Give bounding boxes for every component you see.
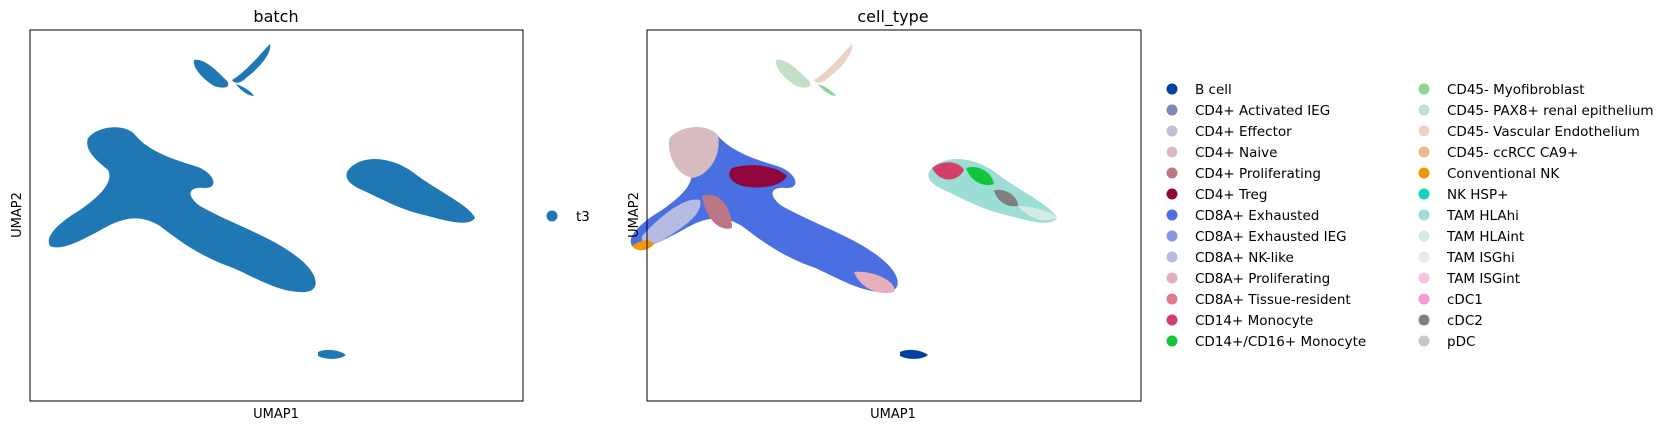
legend-marker <box>1418 314 1430 326</box>
legend-marker <box>1166 251 1178 263</box>
legend-marker <box>1166 230 1178 242</box>
cluster-top <box>193 59 229 88</box>
cell-type-plot-frame <box>646 29 1142 402</box>
cluster-main <box>48 127 316 293</box>
batch-points <box>48 44 475 359</box>
batch-legend: t3 <box>546 209 590 225</box>
legend-marker <box>1166 209 1178 221</box>
legend-marker <box>1166 83 1178 95</box>
cell-type-panel: cell_type UMAP1 UMAP2 B cell CD4+ Activat… <box>627 7 1654 422</box>
cluster-cd14-cd16-monocyte <box>966 166 994 186</box>
legend-label: cDC1 <box>1447 292 1483 308</box>
cell-type-x-axis-label: UMAP1 <box>870 407 916 422</box>
legend-marker <box>1418 335 1430 347</box>
legend-marker <box>1418 83 1430 95</box>
legend-marker <box>1166 293 1178 305</box>
legend-label: CD4+ Activated IEG <box>1195 103 1330 119</box>
cluster-cd4-proliferating <box>702 194 732 229</box>
batch-y-axis-label: UMAP2 <box>10 192 25 238</box>
chart-title-cell-type: cell_type <box>857 7 928 27</box>
legend-label: TAM ISGhi <box>1446 250 1515 266</box>
legend-label: CD8A+ NK-like <box>1195 250 1294 266</box>
cluster-conventional-nk <box>632 240 654 251</box>
legend-marker <box>1418 209 1430 221</box>
legend-marker <box>1166 146 1178 158</box>
legend-label: NK HSP+ <box>1447 187 1508 203</box>
cell-type-legend: B cell CD4+ Activated IEG CD4+ Effector CD4… <box>1166 82 1654 350</box>
legend-marker <box>1166 167 1178 179</box>
legend-label: CD45- Vascular Endothelium <box>1447 124 1640 140</box>
cluster-top <box>775 59 811 88</box>
legend-marker-t3 <box>546 210 558 222</box>
legend-marker <box>1418 293 1430 305</box>
legend-label-t3: t3 <box>576 209 590 225</box>
legend-marker <box>1418 230 1430 242</box>
legend-marker <box>1166 125 1178 137</box>
cluster-bottom <box>318 349 346 359</box>
cluster-top3 <box>818 84 836 96</box>
legend-label: B cell <box>1195 82 1232 98</box>
cluster-cd8a-nk-like <box>641 199 701 245</box>
cluster-cd14-monocyte <box>932 162 964 180</box>
legend-label: TAM HLAint <box>1446 229 1524 245</box>
legend-label: CD45- Myofibroblast <box>1447 82 1585 98</box>
legend-label: CD4+ Naive <box>1195 145 1277 161</box>
cluster-top2 <box>814 44 853 83</box>
legend-label: TAM HLAhi <box>1446 208 1519 224</box>
legend-marker <box>1166 188 1178 200</box>
legend-label: CD8A+ Exhausted <box>1195 208 1319 224</box>
legend-marker <box>1418 146 1430 158</box>
cluster-top2 <box>232 44 271 83</box>
legend-label: CD8A+ Tissue-resident <box>1195 292 1351 308</box>
legend-marker <box>1418 251 1430 263</box>
cluster-cd8a-proliferating <box>854 271 895 294</box>
legend-marker <box>1166 314 1178 326</box>
cell-type-y-axis-label: UMAP2 <box>627 192 642 238</box>
chart-title-batch: batch <box>253 7 298 26</box>
legend-label: CD8A+ Exhausted IEG <box>1195 229 1347 245</box>
legend-marker <box>1166 335 1178 347</box>
legend-label: CD4+ Treg <box>1195 187 1267 203</box>
legend-label: CD45- PAX8+ renal epithelium <box>1447 103 1654 119</box>
legend-label: Conventional NK <box>1447 166 1560 182</box>
cluster-tam-hlaint <box>1018 206 1057 221</box>
batch-panel: batch UMAP1 UMAP2 t3 <box>10 7 590 422</box>
legend-marker <box>1418 188 1430 200</box>
cluster-cd4-treg <box>729 165 787 188</box>
cluster-right <box>346 158 475 223</box>
batch-plot-frame <box>29 29 524 402</box>
legend-label: cDC2 <box>1447 313 1483 329</box>
legend-label: CD8A+ Proliferating <box>1195 271 1330 287</box>
legend-marker <box>1418 272 1430 284</box>
legend-label: CD45- ccRCC CA9+ <box>1447 145 1578 161</box>
cell-type-points <box>630 44 1057 359</box>
cluster-cdc2 <box>994 189 1018 207</box>
legend-label: CD4+ Effector <box>1195 124 1292 140</box>
legend-label: CD14+ Monocyte <box>1195 313 1313 329</box>
cluster-bottom <box>900 349 928 359</box>
legend-label: CD14+/CD16+ Monocyte <box>1195 334 1366 350</box>
cluster-top3 <box>236 84 254 96</box>
legend-marker <box>1418 125 1430 137</box>
legend-label: CD4+ Proliferating <box>1195 166 1321 182</box>
legend-marker <box>1418 167 1430 179</box>
cluster-cd4-naive <box>668 127 719 178</box>
legend-marker <box>1166 104 1178 116</box>
legend-marker <box>1166 272 1178 284</box>
legend-marker <box>1418 104 1430 116</box>
legend-label: pDC <box>1447 334 1475 350</box>
legend-label: TAM ISGint <box>1446 271 1520 287</box>
batch-x-axis-label: UMAP1 <box>253 407 299 422</box>
